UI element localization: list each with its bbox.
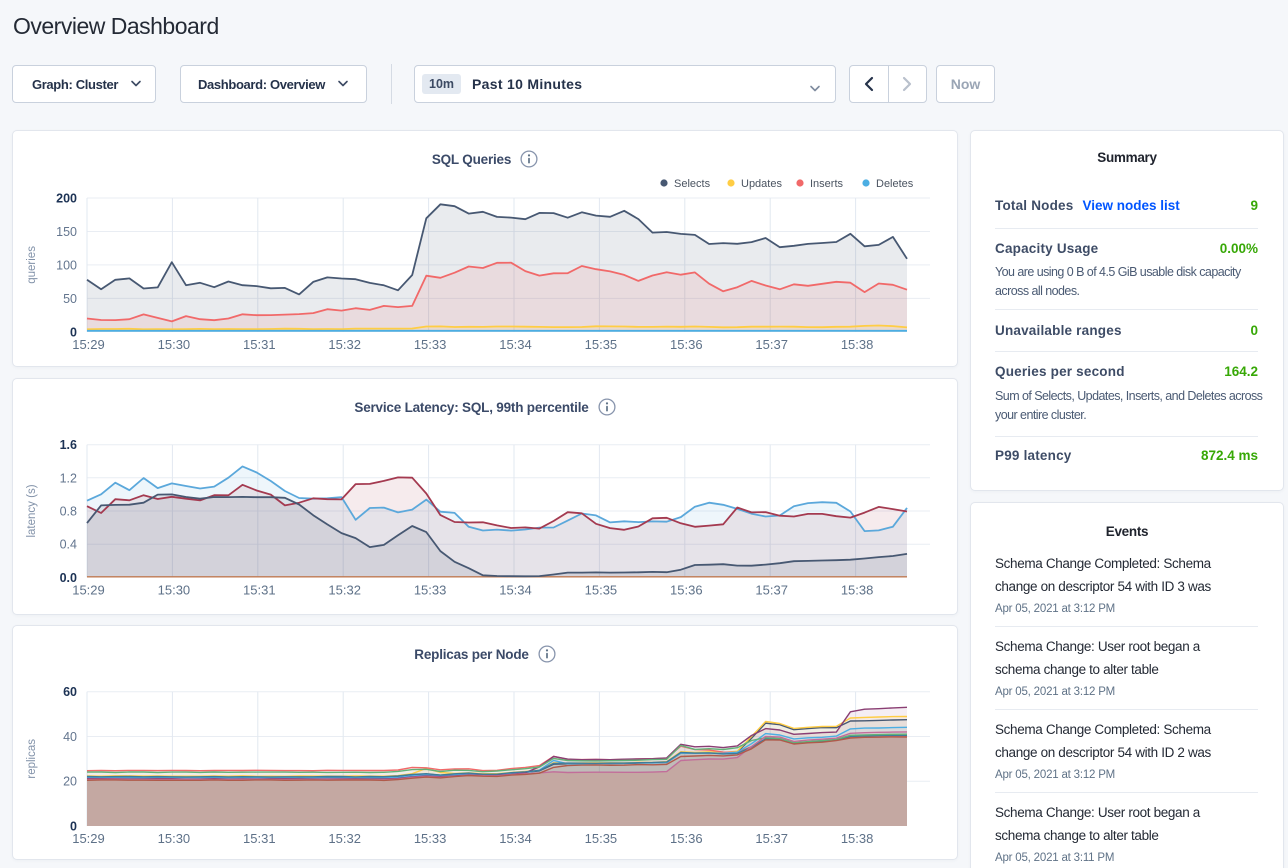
svg-text:Selects: Selects [674, 178, 711, 190]
svg-text:15:33: 15:33 [414, 583, 447, 598]
svg-text:latency (s): latency (s) [26, 484, 38, 537]
svg-text:15:29: 15:29 [72, 831, 105, 846]
svg-text:15:37: 15:37 [755, 583, 788, 598]
svg-text:15:36: 15:36 [670, 337, 703, 352]
svg-text:20: 20 [63, 775, 77, 789]
svg-text:15:36: 15:36 [670, 583, 703, 598]
svg-text:200: 200 [56, 192, 77, 206]
svg-text:15:33: 15:33 [414, 337, 447, 352]
svg-text:15:38: 15:38 [841, 583, 874, 598]
svg-text:15:31: 15:31 [243, 583, 276, 598]
svg-text:queries: queries [26, 246, 38, 284]
svg-text:15:34: 15:34 [499, 831, 532, 846]
svg-text:15:30: 15:30 [158, 583, 191, 598]
svg-text:150: 150 [56, 225, 77, 239]
svg-text:15:37: 15:37 [755, 337, 788, 352]
svg-text:15:32: 15:32 [328, 337, 361, 352]
svg-text:15:35: 15:35 [585, 583, 618, 598]
svg-text:Deletes: Deletes [876, 178, 914, 190]
svg-text:15:38: 15:38 [841, 831, 874, 846]
svg-text:0: 0 [70, 820, 77, 834]
svg-text:15:34: 15:34 [499, 583, 532, 598]
svg-text:15:35: 15:35 [585, 337, 618, 352]
svg-text:15:31: 15:31 [243, 831, 276, 846]
svg-text:15:29: 15:29 [72, 583, 105, 598]
svg-text:15:29: 15:29 [72, 337, 105, 352]
svg-text:15:30: 15:30 [158, 337, 191, 352]
svg-text:Inserts: Inserts [810, 178, 844, 190]
svg-text:15:30: 15:30 [158, 831, 191, 846]
svg-text:0.0: 0.0 [60, 571, 77, 585]
svg-text:15:37: 15:37 [755, 831, 788, 846]
svg-text:1.6: 1.6 [60, 438, 77, 452]
svg-text:Updates: Updates [741, 178, 782, 190]
svg-text:replicas: replicas [26, 739, 38, 779]
svg-text:60: 60 [63, 685, 77, 699]
svg-text:1.2: 1.2 [60, 471, 77, 485]
svg-text:40: 40 [63, 730, 77, 744]
svg-text:15:33: 15:33 [414, 831, 447, 846]
svg-text:15:31: 15:31 [243, 337, 276, 352]
svg-text:15:36: 15:36 [670, 831, 703, 846]
svg-text:0: 0 [70, 325, 77, 339]
svg-text:15:38: 15:38 [841, 337, 874, 352]
svg-text:0.4: 0.4 [60, 538, 77, 552]
svg-text:0.8: 0.8 [60, 505, 77, 519]
svg-text:15:32: 15:32 [328, 583, 361, 598]
svg-text:50: 50 [63, 292, 77, 306]
svg-text:15:32: 15:32 [328, 831, 361, 846]
svg-text:100: 100 [56, 258, 77, 272]
svg-text:15:34: 15:34 [499, 337, 532, 352]
svg-text:15:35: 15:35 [585, 831, 618, 846]
